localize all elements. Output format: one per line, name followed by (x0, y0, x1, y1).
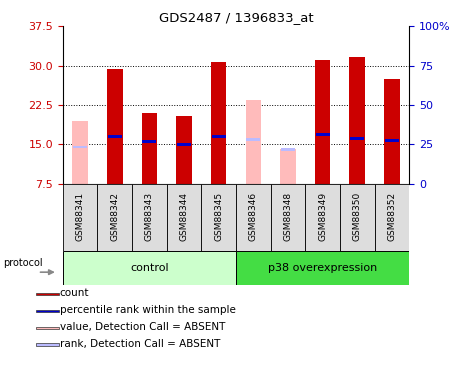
Text: value, Detection Call = ABSENT: value, Detection Call = ABSENT (60, 322, 225, 332)
Bar (63, 251, 236, 285)
Bar (236, 251, 409, 285)
Bar (142, 140, 156, 143)
Bar (141, 113, 157, 184)
Bar (385, 139, 399, 142)
Bar (305, 184, 340, 251)
Bar (107, 69, 123, 184)
Text: GSM88352: GSM88352 (387, 192, 396, 241)
Bar (384, 79, 400, 184)
Bar (177, 143, 191, 146)
Bar (36, 293, 59, 295)
Text: GSM88343: GSM88343 (145, 192, 154, 241)
Bar (167, 184, 201, 251)
Bar (340, 184, 374, 251)
Text: percentile rank within the sample: percentile rank within the sample (60, 305, 235, 315)
Bar (212, 135, 226, 138)
Text: GSM88349: GSM88349 (318, 192, 327, 241)
Bar (246, 100, 261, 184)
Text: GSM88345: GSM88345 (214, 192, 223, 241)
Text: p38 overexpression: p38 overexpression (268, 263, 377, 273)
Bar (36, 327, 59, 329)
Bar (73, 146, 87, 148)
Bar (375, 184, 409, 251)
Bar (281, 148, 295, 151)
Bar (280, 148, 296, 184)
Bar (349, 57, 365, 184)
Text: GSM88341: GSM88341 (76, 192, 85, 241)
Text: GSM88350: GSM88350 (353, 192, 362, 241)
Text: count: count (60, 288, 89, 298)
Bar (201, 184, 236, 251)
Text: control: control (130, 263, 169, 273)
Bar (36, 310, 59, 312)
Bar (246, 138, 260, 141)
Bar (236, 184, 271, 251)
Bar (316, 134, 330, 136)
Title: GDS2487 / 1396833_at: GDS2487 / 1396833_at (159, 11, 313, 24)
Bar (315, 60, 331, 184)
Bar (271, 184, 305, 251)
Bar (72, 121, 88, 184)
Text: GSM88342: GSM88342 (110, 192, 119, 241)
Bar (36, 344, 59, 346)
Text: protocol: protocol (3, 258, 43, 268)
Text: rank, Detection Call = ABSENT: rank, Detection Call = ABSENT (60, 339, 220, 349)
Text: GSM88344: GSM88344 (179, 192, 188, 241)
Bar (176, 116, 192, 184)
Bar (98, 184, 132, 251)
Text: GSM88346: GSM88346 (249, 192, 258, 241)
Bar (132, 184, 166, 251)
Bar (108, 135, 122, 138)
Text: GSM88348: GSM88348 (284, 192, 292, 241)
Bar (350, 136, 364, 140)
Bar (211, 63, 226, 184)
Bar (63, 184, 98, 251)
